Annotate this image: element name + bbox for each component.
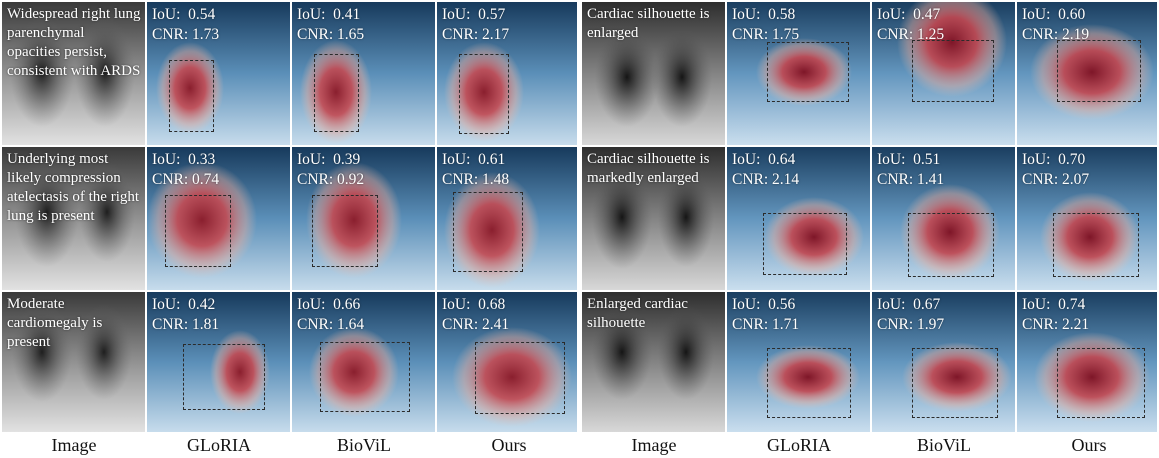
figure-panel-right: Cardiac silhouette is enlarged IoU: 0.58… (582, 2, 1157, 432)
cnr-score: CNR: 1.48 (442, 171, 510, 188)
gloria-cell: IoU: 0.58 CNR: 1.75 (727, 2, 870, 145)
cnr-score: CNR: 1.64 (297, 316, 365, 333)
gloria-cell: IoU: 0.54 CNR: 1.73 (147, 2, 290, 145)
cnr-score: CNR: 0.92 (297, 171, 365, 188)
column-label-image: Image (631, 435, 677, 455)
cnr-score: CNR: 1.75 (732, 26, 800, 43)
column-label-ours: Ours (491, 435, 527, 455)
ground-truth-box (767, 42, 849, 102)
finding-caption: Cardiac silhouette is markedly enlarged (587, 151, 710, 186)
ground-truth-box (1057, 40, 1141, 102)
cnr-score: CNR: 0.74 (152, 171, 220, 188)
ours-cell: IoU: 0.57 CNR: 2.17 (437, 2, 577, 145)
ground-truth-box (453, 192, 523, 272)
panel-right-image-grid (582, 2, 1157, 432)
finding-caption: Cardiac silhouette is enlarged (587, 6, 710, 41)
cnr-score: CNR: 1.97 (877, 316, 945, 333)
iou-score: IoU: 0.56 (732, 296, 796, 313)
gloria-cell: IoU: 0.33 CNR: 0.74 (147, 147, 290, 290)
cnr-score: CNR: 2.17 (442, 26, 510, 43)
ground-truth-box (320, 342, 410, 412)
image-cell: Underlying most likely compression atele… (2, 147, 145, 290)
biovil-cell: IoU: 0.47 CNR: 1.25 (872, 2, 1015, 145)
iou-score: IoU: 0.58 (732, 6, 796, 23)
cnr-score: CNR: 2.07 (1022, 171, 1090, 188)
finding-caption: Moderate cardiomegaly is present (7, 296, 103, 350)
finding-caption: Underlying most likely compression atele… (7, 151, 140, 224)
figure-panel-left: Widespread right lung parenchymal opacit… (2, 2, 577, 432)
column-label-ours: Ours (1071, 435, 1107, 455)
ground-truth-box (475, 342, 565, 414)
cnr-score: CNR: 2.41 (442, 316, 510, 333)
iou-score: IoU: 0.61 (442, 151, 506, 168)
column-label-biovil: BioViL (337, 435, 391, 455)
cnr-score: CNR: 2.21 (1022, 316, 1090, 333)
iou-score: IoU: 0.47 (877, 6, 941, 23)
iou-score: IoU: 0.67 (877, 296, 941, 313)
finding-caption: Enlarged cardiac silhouette (587, 296, 688, 331)
image-cell: Moderate cardiomegaly is present (2, 292, 145, 432)
ground-truth-box (1057, 348, 1145, 418)
ground-truth-box (169, 60, 214, 132)
panel-left-image-grid (2, 2, 577, 432)
biovil-cell: IoU: 0.41 CNR: 1.65 (292, 2, 435, 145)
gloria-cell: IoU: 0.64 CNR: 2.14 (727, 147, 870, 290)
column-label-gloria: GLoRIA (187, 435, 251, 455)
iou-score: IoU: 0.33 (152, 151, 216, 168)
column-label-gloria: GLoRIA (767, 435, 831, 455)
iou-score: IoU: 0.54 (152, 6, 216, 23)
cnr-score: CNR: 1.71 (732, 316, 800, 333)
ground-truth-box (312, 195, 378, 267)
ours-cell: IoU: 0.70 CNR: 2.07 (1017, 147, 1157, 290)
iou-score: IoU: 0.41 (297, 6, 361, 23)
image-cell: Cardiac silhouette is enlarged (582, 2, 725, 145)
ours-cell: IoU: 0.74 CNR: 2.21 (1017, 292, 1157, 432)
iou-score: IoU: 0.70 (1022, 151, 1086, 168)
cnr-score: CNR: 1.41 (877, 171, 945, 188)
ground-truth-box (763, 213, 847, 275)
ours-cell: IoU: 0.60 CNR: 2.19 (1017, 2, 1157, 145)
biovil-cell: IoU: 0.66 CNR: 1.64 (292, 292, 435, 432)
ground-truth-box (912, 348, 998, 418)
ground-truth-box (767, 348, 851, 418)
iou-score: IoU: 0.39 (297, 151, 361, 168)
iou-score: IoU: 0.57 (442, 6, 506, 23)
image-cell: Cardiac silhouette is markedly enlarged (582, 147, 725, 290)
ground-truth-box (908, 213, 994, 277)
cnr-score: CNR: 1.65 (297, 26, 365, 43)
column-label-biovil: BioViL (917, 435, 971, 455)
iou-score: IoU: 0.64 (732, 151, 796, 168)
ours-cell: IoU: 0.68 CNR: 2.41 (437, 292, 577, 432)
image-cell: Widespread right lung parenchymal opacit… (2, 2, 145, 145)
gloria-cell: IoU: 0.42 CNR: 1.81 (147, 292, 290, 432)
cnr-score: CNR: 2.14 (732, 171, 800, 188)
finding-caption: Widespread right lung parenchymal opacit… (7, 6, 141, 79)
biovil-cell: IoU: 0.39 CNR: 0.92 (292, 147, 435, 290)
image-cell: Enlarged cardiac silhouette (582, 292, 725, 432)
ours-cell: IoU: 0.61 CNR: 1.48 (437, 147, 577, 290)
column-label-image: Image (51, 435, 97, 455)
iou-score: IoU: 0.74 (1022, 296, 1086, 313)
biovil-cell: IoU: 0.67 CNR: 1.97 (872, 292, 1015, 432)
biovil-cell: IoU: 0.51 CNR: 1.41 (872, 147, 1015, 290)
iou-score: IoU: 0.60 (1022, 6, 1086, 23)
ground-truth-box (1053, 213, 1139, 277)
iou-score: IoU: 0.68 (442, 296, 506, 313)
ground-truth-box (165, 195, 231, 267)
ground-truth-box (912, 40, 994, 102)
ground-truth-box (314, 54, 359, 132)
iou-score: IoU: 0.42 (152, 296, 216, 313)
cnr-score: CNR: 1.25 (877, 26, 945, 43)
gloria-cell: IoU: 0.56 CNR: 1.71 (727, 292, 870, 432)
cnr-score: CNR: 1.81 (152, 316, 220, 333)
iou-score: IoU: 0.66 (297, 296, 361, 313)
iou-score: IoU: 0.51 (877, 151, 941, 168)
cnr-score: CNR: 2.19 (1022, 26, 1090, 43)
ground-truth-box (459, 54, 509, 134)
ground-truth-box (183, 344, 265, 410)
cnr-score: CNR: 1.73 (152, 26, 220, 43)
